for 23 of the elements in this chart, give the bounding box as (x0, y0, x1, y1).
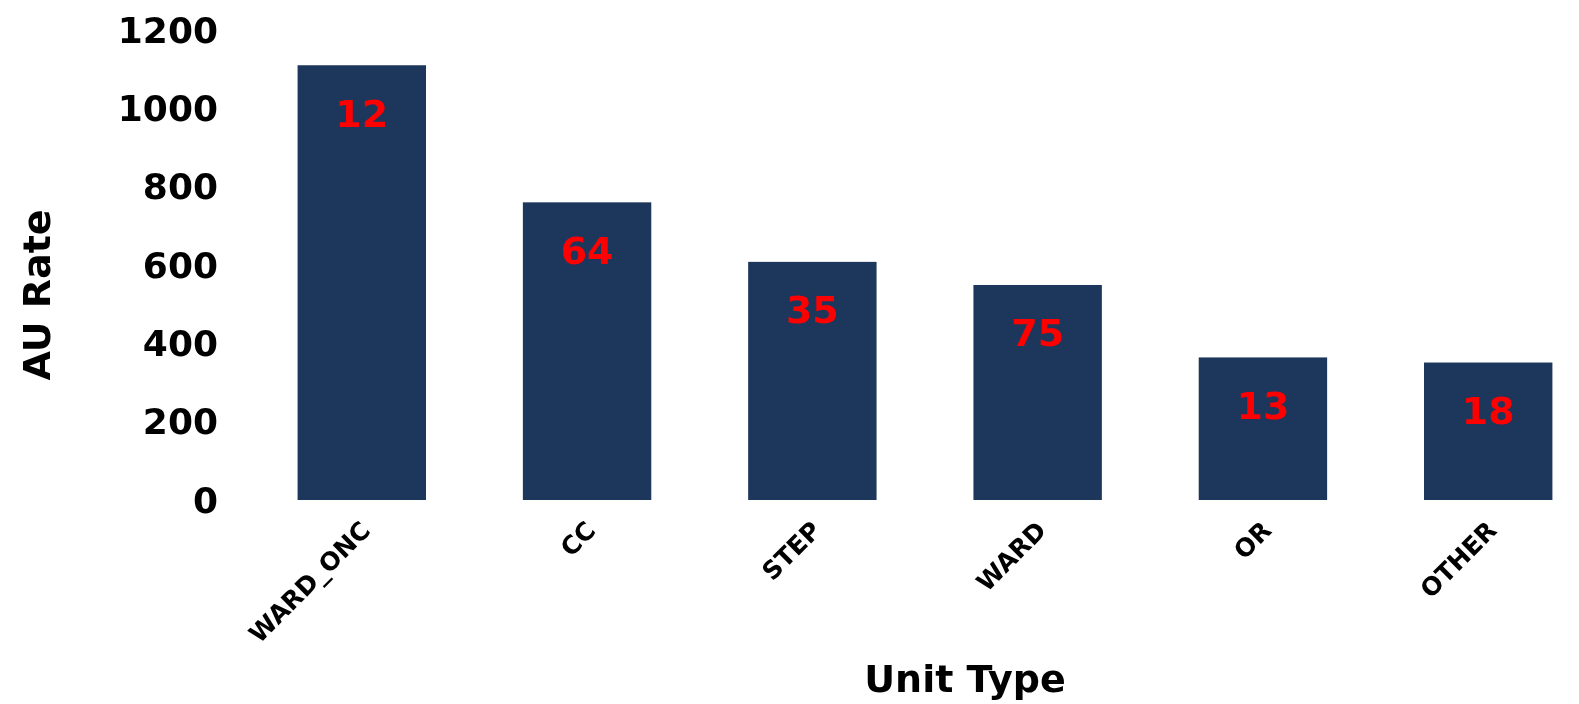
annotation: 35 (785, 288, 839, 333)
annotation: 12 (335, 91, 389, 136)
y-tick-label: 200 (142, 401, 218, 443)
x-axis-title: Unit Type (864, 657, 1066, 701)
bar (973, 284, 1102, 500)
bar (1198, 357, 1328, 500)
y-tick-label: 1200 (117, 9, 218, 51)
annotation: 13 (1236, 383, 1290, 428)
x-tick-label: OR (1228, 515, 1278, 565)
annotation: 75 (1011, 311, 1065, 356)
annotation: 18 (1461, 388, 1515, 433)
y-tick-label: 0 (192, 479, 218, 521)
y-axis-title: AU Rate (15, 209, 59, 381)
y-tick-label: 1000 (117, 87, 218, 129)
annotation: 64 (560, 228, 614, 273)
bar (522, 202, 652, 500)
x-tick-label: CC (554, 515, 602, 563)
bar (748, 261, 877, 500)
y-tick-label: 600 (142, 244, 218, 286)
y-tick-label: 800 (142, 166, 218, 208)
bar (297, 65, 426, 500)
y-tick-label: 400 (142, 322, 218, 364)
bar (1424, 362, 1553, 500)
